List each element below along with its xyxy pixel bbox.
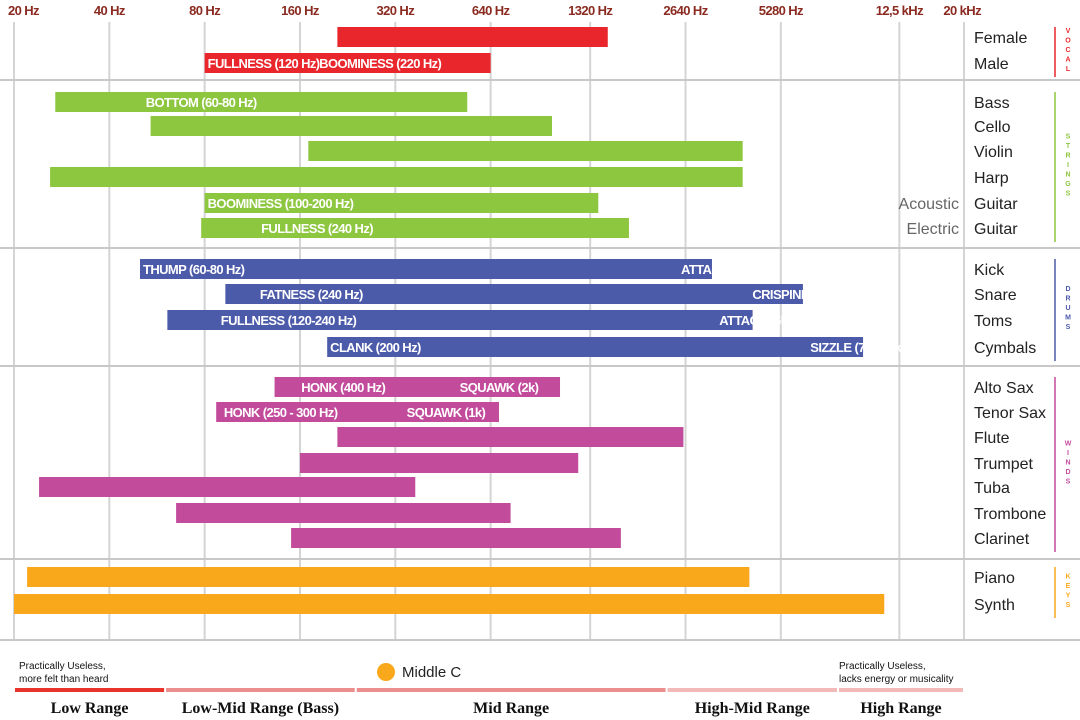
instrument-label: Violin <box>974 144 1013 161</box>
range-bar-bass <box>55 92 468 112</box>
range-bar-female <box>337 27 608 47</box>
freq-tick-label: 20 kHz <box>943 3 982 18</box>
range-label: Low Range <box>51 700 129 717</box>
bars <box>14 27 885 614</box>
range-bar-flute <box>337 427 684 447</box>
instrument-label: Kick <box>974 262 1005 279</box>
middle-c-label: Middle C <box>402 664 461 681</box>
instrument-label: Clarinet <box>974 531 1030 548</box>
range-bar-clarinet <box>291 528 621 548</box>
bar-annotation: FATNESS (240 Hz) <box>260 287 363 302</box>
bar-annotation: HONK (250 - 300 Hz) <box>224 405 338 420</box>
range-band <box>166 688 355 692</box>
labels: 20 Hz 40 Hz 80 Hz 160 Hz 320 Hz 640 Hz 1320 Hz… <box>8 3 1072 614</box>
freq-tick-label: 20 Hz <box>8 3 40 18</box>
instrument-label: Toms <box>974 313 1012 330</box>
range-bar-guitar <box>204 193 599 213</box>
range-bar-kick <box>140 259 712 279</box>
range-bar-harp <box>50 167 743 187</box>
range-label: Low-Mid Range (Bass) <box>182 700 339 717</box>
freq-tick-label: 12,5 kHz <box>876 3 924 18</box>
bar-annotation: BOOMINESS (100-200 Hz) <box>208 196 354 211</box>
range-bar-tenor-sax <box>216 402 499 422</box>
range-bar-snare <box>225 284 803 304</box>
bar-annotation: BOTTOM (60-80 Hz) <box>146 95 257 110</box>
instrument-label: Tuba <box>974 480 1010 497</box>
range-label: Mid Range <box>473 700 549 717</box>
range-bar-cymbals <box>327 337 864 357</box>
instrument-variant-label: Electric <box>907 221 959 238</box>
instrument-variant-label: Acoustic <box>899 196 959 213</box>
bar-annotation: BOOMINESS (220 Hz) <box>319 56 441 71</box>
range-band <box>667 688 837 692</box>
freq-tick-label: 40 Hz <box>94 3 126 18</box>
range-bar-toms <box>167 310 753 330</box>
instrument-label: Flute <box>974 430 1010 447</box>
range-bar-guitar <box>201 218 629 238</box>
instrument-label: Cymbals <box>974 340 1036 357</box>
bar-annotation: SQUAWK (1k) <box>407 405 486 420</box>
instrument-label: Male <box>974 56 1009 73</box>
bar-annotation: HONK (400 Hz) <box>301 380 385 395</box>
bar-annotation: FULLNESS (120 Hz) <box>208 56 320 71</box>
range-bar-trombone <box>176 503 511 523</box>
range-bar-cello <box>150 116 553 136</box>
range-bar-tuba <box>39 477 416 497</box>
bar-annotation: CLANK (200 Hz) <box>330 340 421 355</box>
range-bar-trumpet <box>299 453 579 473</box>
freq-tick-label: 2640 Hz <box>663 3 708 18</box>
bar-annotation: CRISPINESS (5k) <box>752 287 849 302</box>
bar-annotation: THUMP (60-80 Hz) <box>143 262 245 277</box>
legend: Middle C Practically Useless, more felt th… <box>15 661 963 717</box>
range-bar-violin <box>308 141 743 161</box>
range-bar-piano <box>27 567 750 587</box>
freq-tick-label: 640 Hz <box>472 3 511 18</box>
freq-tick-label: 320 Hz <box>377 3 416 18</box>
range-bar-male <box>204 53 491 73</box>
instrument-label: Harp <box>974 170 1009 187</box>
bar-annotation: FULLNESS (120-240 Hz) <box>221 313 357 328</box>
note-right-line: lacks energy or musicality <box>839 674 953 685</box>
note-left-line: Practically Useless, <box>19 661 106 672</box>
bar-annotation: ATTACK (5k) <box>719 313 791 328</box>
freq-tick-label: 160 Hz <box>281 3 320 18</box>
range-bar-synth <box>14 594 885 614</box>
instrument-label: Guitar <box>974 196 1018 213</box>
instrument-label: Tenor Sax <box>974 405 1046 422</box>
middle-c-marker <box>377 663 395 681</box>
instrument-label: Female <box>974 30 1027 47</box>
bar-annotation: FULLNESS (240 Hz) <box>261 221 373 236</box>
instrument-label: Cello <box>974 119 1011 136</box>
note-left-line: more felt than heard <box>19 674 109 685</box>
bar-annotation: ATTACK (4k) <box>681 262 753 277</box>
freq-tick-label: 5280 Hz <box>759 3 804 18</box>
instrument-label: Bass <box>974 95 1010 112</box>
instrument-label: Snare <box>974 287 1017 304</box>
bar-annotation: SIZZLE (7k - 10k) <box>810 340 905 355</box>
instrument-label: Trumpet <box>974 456 1034 473</box>
instrument-label: Alto Sax <box>974 380 1034 397</box>
instrument-label: Guitar <box>974 221 1018 238</box>
range-band <box>356 688 666 692</box>
instrument-label: Piano <box>974 570 1015 587</box>
range-band <box>15 688 165 692</box>
instrument-label: Trombone <box>974 506 1046 523</box>
range-bar-alto-sax <box>274 377 561 397</box>
note-right-line: Practically Useless, <box>839 661 926 672</box>
range-band <box>838 688 963 692</box>
freq-tick-label: 1320 Hz <box>568 3 613 18</box>
range-label: High-Mid Range <box>695 700 810 717</box>
freq-tick-label: 80 Hz <box>189 3 221 18</box>
range-label: High Range <box>860 700 941 717</box>
bar-annotation: SQUAWK (2k) <box>460 380 539 395</box>
instrument-label: Synth <box>974 597 1015 614</box>
